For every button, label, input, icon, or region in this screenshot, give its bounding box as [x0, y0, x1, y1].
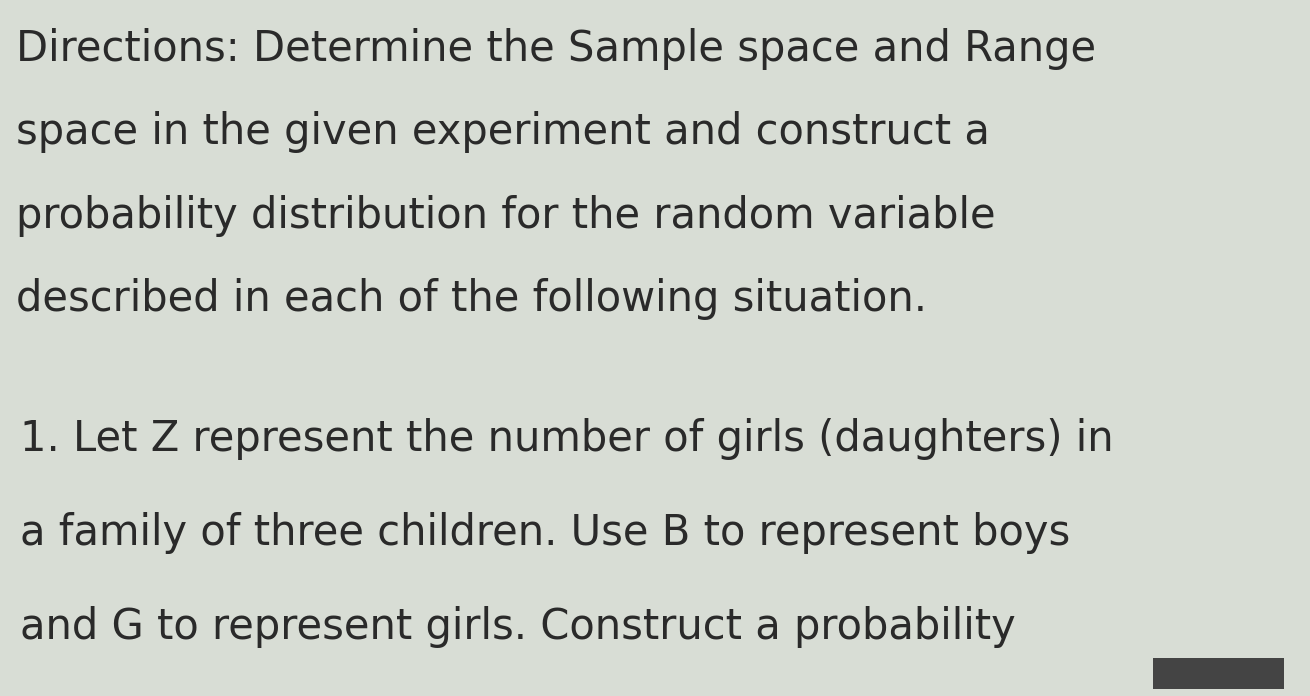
- Text: space in the given experiment and construct a: space in the given experiment and constr…: [16, 111, 989, 153]
- Text: a family of three children. Use B to represent boys: a family of three children. Use B to rep…: [20, 512, 1070, 553]
- Text: and G to represent girls. Construct a probability: and G to represent girls. Construct a pr…: [20, 606, 1015, 647]
- FancyBboxPatch shape: [1153, 658, 1284, 689]
- Text: probability distribution for the random variable: probability distribution for the random …: [16, 195, 996, 237]
- Text: Directions: Determine the Sample space and Range: Directions: Determine the Sample space a…: [16, 28, 1096, 70]
- Text: 1. Let Z represent the number of girls (daughters) in: 1. Let Z represent the number of girls (…: [20, 418, 1114, 459]
- Text: described in each of the following situation.: described in each of the following situa…: [16, 278, 926, 320]
